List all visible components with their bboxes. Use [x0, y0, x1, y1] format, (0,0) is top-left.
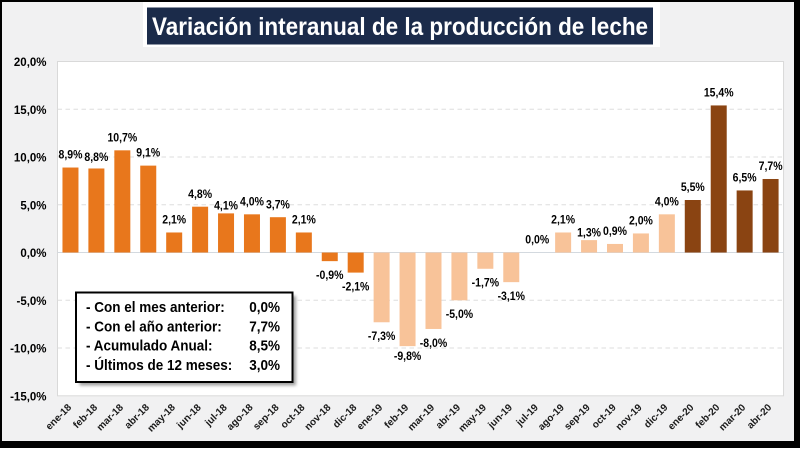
svg-text:0,0%: 0,0% — [20, 246, 47, 261]
svg-text:4,1%: 4,1% — [214, 200, 238, 213]
svg-text:4,8%: 4,8% — [188, 188, 212, 201]
svg-text:-7,3%: -7,3% — [368, 330, 395, 343]
svg-text:10,7%: 10,7% — [107, 132, 137, 145]
svg-text:5,5%: 5,5% — [681, 181, 705, 194]
svg-text:7,7%: 7,7% — [759, 160, 783, 173]
svg-text:4,0%: 4,0% — [240, 196, 264, 209]
svg-text:15,0%: 15,0% — [14, 102, 47, 117]
svg-text:-9,8%: -9,8% — [394, 350, 421, 363]
svg-text:15,4%: 15,4% — [704, 87, 734, 100]
svg-text:-3,1%: -3,1% — [498, 290, 525, 303]
svg-text:1,3%: 1,3% — [577, 227, 601, 240]
svg-text:6,5%: 6,5% — [733, 172, 757, 185]
svg-text:-8,0%: -8,0% — [420, 337, 447, 350]
svg-text:-2,1%: -2,1% — [342, 281, 369, 294]
svg-text:8,5%: 8,5% — [249, 337, 280, 354]
svg-text:7,7%: 7,7% — [249, 318, 280, 335]
svg-text:20,0%: 20,0% — [14, 55, 47, 70]
svg-text:2,0%: 2,0% — [629, 215, 653, 228]
svg-text:2,1%: 2,1% — [162, 214, 186, 227]
svg-text:8,9%: 8,9% — [59, 149, 83, 162]
svg-text:0,9%: 0,9% — [603, 225, 627, 238]
svg-text:10,0%: 10,0% — [14, 150, 47, 165]
svg-text:- Con el mes anterior:: - Con el mes anterior: — [86, 299, 225, 316]
svg-text:- Con el año anterior:: - Con el año anterior: — [86, 318, 222, 335]
svg-text:-10,0%: -10,0% — [10, 341, 47, 356]
svg-text:Variación interanual de la pro: Variación interanual de la producción de… — [152, 13, 648, 41]
svg-text:4,0%: 4,0% — [655, 196, 679, 209]
svg-text:-5,0%: -5,0% — [446, 308, 473, 321]
svg-text:-15,0%: -15,0% — [10, 389, 47, 404]
svg-text:-1,7%: -1,7% — [472, 277, 499, 290]
svg-text:2,1%: 2,1% — [551, 214, 575, 227]
svg-text:0,0%: 0,0% — [249, 299, 280, 316]
svg-text:9,1%: 9,1% — [136, 147, 160, 160]
svg-text:3,7%: 3,7% — [266, 199, 290, 212]
svg-text:-0,9%: -0,9% — [316, 269, 343, 282]
svg-text:0,0%: 0,0% — [525, 234, 549, 247]
svg-text:2,1%: 2,1% — [292, 214, 316, 227]
svg-text:- Últimos de 12 meses:: - Últimos de 12 meses: — [86, 355, 232, 373]
svg-text:-5,0%: -5,0% — [16, 293, 46, 308]
svg-text:8,8%: 8,8% — [84, 151, 108, 164]
svg-text:- Acumulado Anual:: - Acumulado Anual: — [86, 337, 212, 354]
svg-text:3,0%: 3,0% — [249, 357, 280, 374]
svg-text:5,0%: 5,0% — [20, 198, 47, 213]
